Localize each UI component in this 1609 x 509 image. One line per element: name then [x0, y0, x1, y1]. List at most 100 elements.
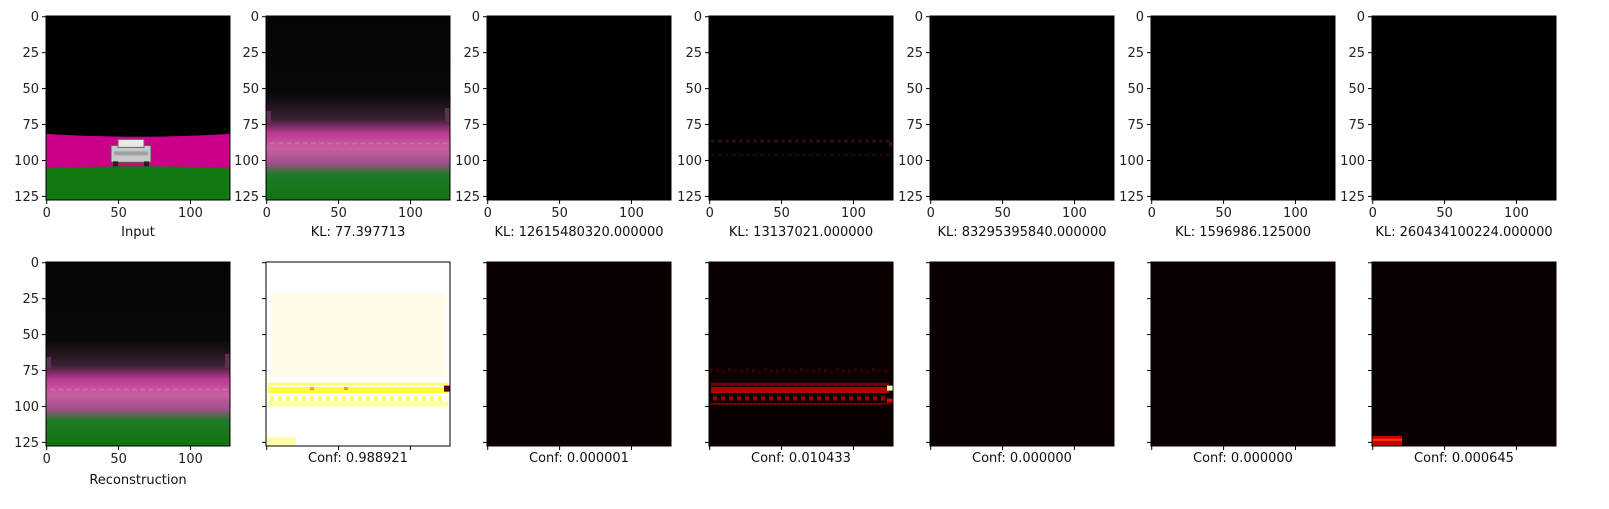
bottom-panel-axes-4 — [926, 261, 1115, 450]
latent-image — [1151, 16, 1335, 200]
y-tick-label: 75 — [685, 118, 702, 133]
y-tick-label: 50 — [463, 82, 480, 97]
top-panel-axes-3: 0 50 100 0 25 50 75 100 125 — [677, 10, 894, 221]
y-tick-label: 0 — [694, 10, 702, 25]
confidence-map — [1372, 262, 1556, 446]
bottom-panel-image-4 — [930, 262, 1114, 446]
y-tick-label: 100 — [234, 154, 259, 169]
top-panel-caption-0: Input — [121, 225, 155, 240]
y-tick-label: 25 — [685, 46, 702, 61]
y-tick-label: 25 — [242, 46, 259, 61]
y-tick-label: 0 — [1136, 10, 1144, 25]
axes-frame — [1371, 261, 1557, 447]
y-tick-label: 125 — [455, 190, 480, 205]
y-tick-label: 50 — [1127, 82, 1144, 97]
y-tick-label: 50 — [242, 82, 259, 97]
y-tick-label: 125 — [898, 190, 923, 205]
axes-frame — [708, 15, 894, 201]
top-panel-axes-2: 0 50 100 0 25 50 75 100 125 — [455, 10, 672, 221]
x-tick-label: 50 — [1436, 206, 1453, 221]
axes-frame — [265, 261, 451, 447]
y-tick-label: 75 — [22, 118, 39, 133]
bottom-panel-caption-6: Conf: 0.000645 — [1414, 451, 1514, 466]
bottom-panel-caption-4: Conf: 0.000000 — [972, 451, 1072, 466]
top-panel-caption-6: KL: 260434100224.000000 — [1375, 225, 1552, 240]
y-tick-label: 50 — [685, 82, 702, 97]
y-tick-label: 100 — [14, 154, 39, 169]
axes-frame — [708, 261, 894, 447]
bottom-panel-axes-2 — [483, 261, 672, 450]
top-panel-axes-0: 0 50 100 0 25 50 75 100 125 — [14, 10, 231, 221]
y-tick-label: 125 — [14, 190, 39, 205]
bottom-panel-axes-3 — [705, 261, 894, 450]
y-tick-label: 125 — [1340, 190, 1365, 205]
bottom-panel-axes-0: 0 50 100 0 25 50 75 100 125 — [14, 256, 231, 467]
top-panel-image-0 — [46, 16, 230, 200]
x-tick-label: 0 — [1148, 206, 1156, 221]
axes-frame — [1150, 261, 1336, 447]
x-tick-label: 100 — [1062, 206, 1087, 221]
y-tick-label: 0 — [251, 10, 259, 25]
axes-frame — [1150, 15, 1336, 201]
y-tick-label: 125 — [14, 436, 39, 451]
bottom-panel-image-1 — [265, 261, 451, 447]
y-tick-label: 0 — [31, 10, 39, 25]
confidence-map — [709, 262, 893, 446]
y-tick-label: 25 — [22, 292, 39, 307]
x-tick-label: 100 — [841, 206, 866, 221]
y-tick-label: 100 — [898, 154, 923, 169]
x-tick-label: 50 — [110, 452, 127, 467]
reconstruction-image — [46, 262, 230, 446]
bottom-panel-caption-2: Conf: 0.000001 — [529, 451, 629, 466]
x-tick-label: 0 — [484, 206, 492, 221]
bottom-panel-axes-6 — [1368, 261, 1557, 450]
y-tick-label: 75 — [242, 118, 259, 133]
x-tick-label: 50 — [110, 206, 127, 221]
y-tick-label: 25 — [1348, 46, 1365, 61]
top-panel-caption-5: KL: 1596986.125000 — [1175, 225, 1311, 240]
x-tick-label: 50 — [773, 206, 790, 221]
bottom-panel-caption-0: Reconstruction — [89, 473, 186, 488]
y-tick-label: 100 — [14, 400, 39, 415]
bottom-panel-image-0 — [46, 262, 230, 446]
y-tick-label: 50 — [1348, 82, 1365, 97]
axes-frame — [929, 261, 1115, 447]
x-tick-label: 50 — [551, 206, 568, 221]
x-tick-label: 0 — [43, 206, 51, 221]
x-tick-label: 0 — [927, 206, 935, 221]
y-tick-label: 50 — [22, 82, 39, 97]
y-tick-label: 0 — [915, 10, 923, 25]
y-tick-label: 100 — [455, 154, 480, 169]
grass-region — [46, 166, 230, 200]
x-tick-label: 100 — [178, 452, 203, 467]
y-tick-label: 50 — [22, 328, 39, 343]
confidence-map — [487, 262, 671, 446]
bottom-panel-caption-3: Conf: 0.010433 — [751, 451, 851, 466]
x-tick-label: 100 — [178, 206, 203, 221]
y-tick-label: 0 — [31, 256, 39, 271]
x-tick-label: 50 — [1215, 206, 1232, 221]
top-panel-caption-1: KL: 77.397713 — [311, 225, 406, 240]
top-panel-caption-4: KL: 83295395840.000000 — [937, 225, 1106, 240]
axes-frame — [45, 261, 231, 447]
axes-frame — [1371, 15, 1557, 201]
y-tick-label: 125 — [677, 190, 702, 205]
x-tick-label: 50 — [330, 206, 347, 221]
y-tick-label: 25 — [906, 46, 923, 61]
top-panel-image-3 — [709, 16, 893, 200]
x-tick-label: 0 — [706, 206, 714, 221]
axes-frame — [265, 15, 451, 201]
top-panel-caption-2: KL: 12615480320.000000 — [494, 225, 663, 240]
bottom-panel-axes-1 — [262, 261, 451, 450]
top-panel-image-6 — [1372, 16, 1556, 200]
bottom-panel-axes-5 — [1147, 261, 1336, 450]
y-tick-label: 125 — [234, 190, 259, 205]
top-panel-image-2 — [487, 16, 671, 200]
x-tick-label: 0 — [1369, 206, 1377, 221]
top-panel-axes-1: 0 50 100 0 25 50 75 100 125 — [234, 10, 451, 221]
axes-frame — [45, 15, 231, 201]
top-panel-axes-6: 0 50 100 0 25 50 75 100 125 — [1340, 10, 1557, 221]
x-tick-label: 100 — [1283, 206, 1308, 221]
y-tick-label: 25 — [1127, 46, 1144, 61]
top-panel-image-1 — [266, 16, 450, 200]
